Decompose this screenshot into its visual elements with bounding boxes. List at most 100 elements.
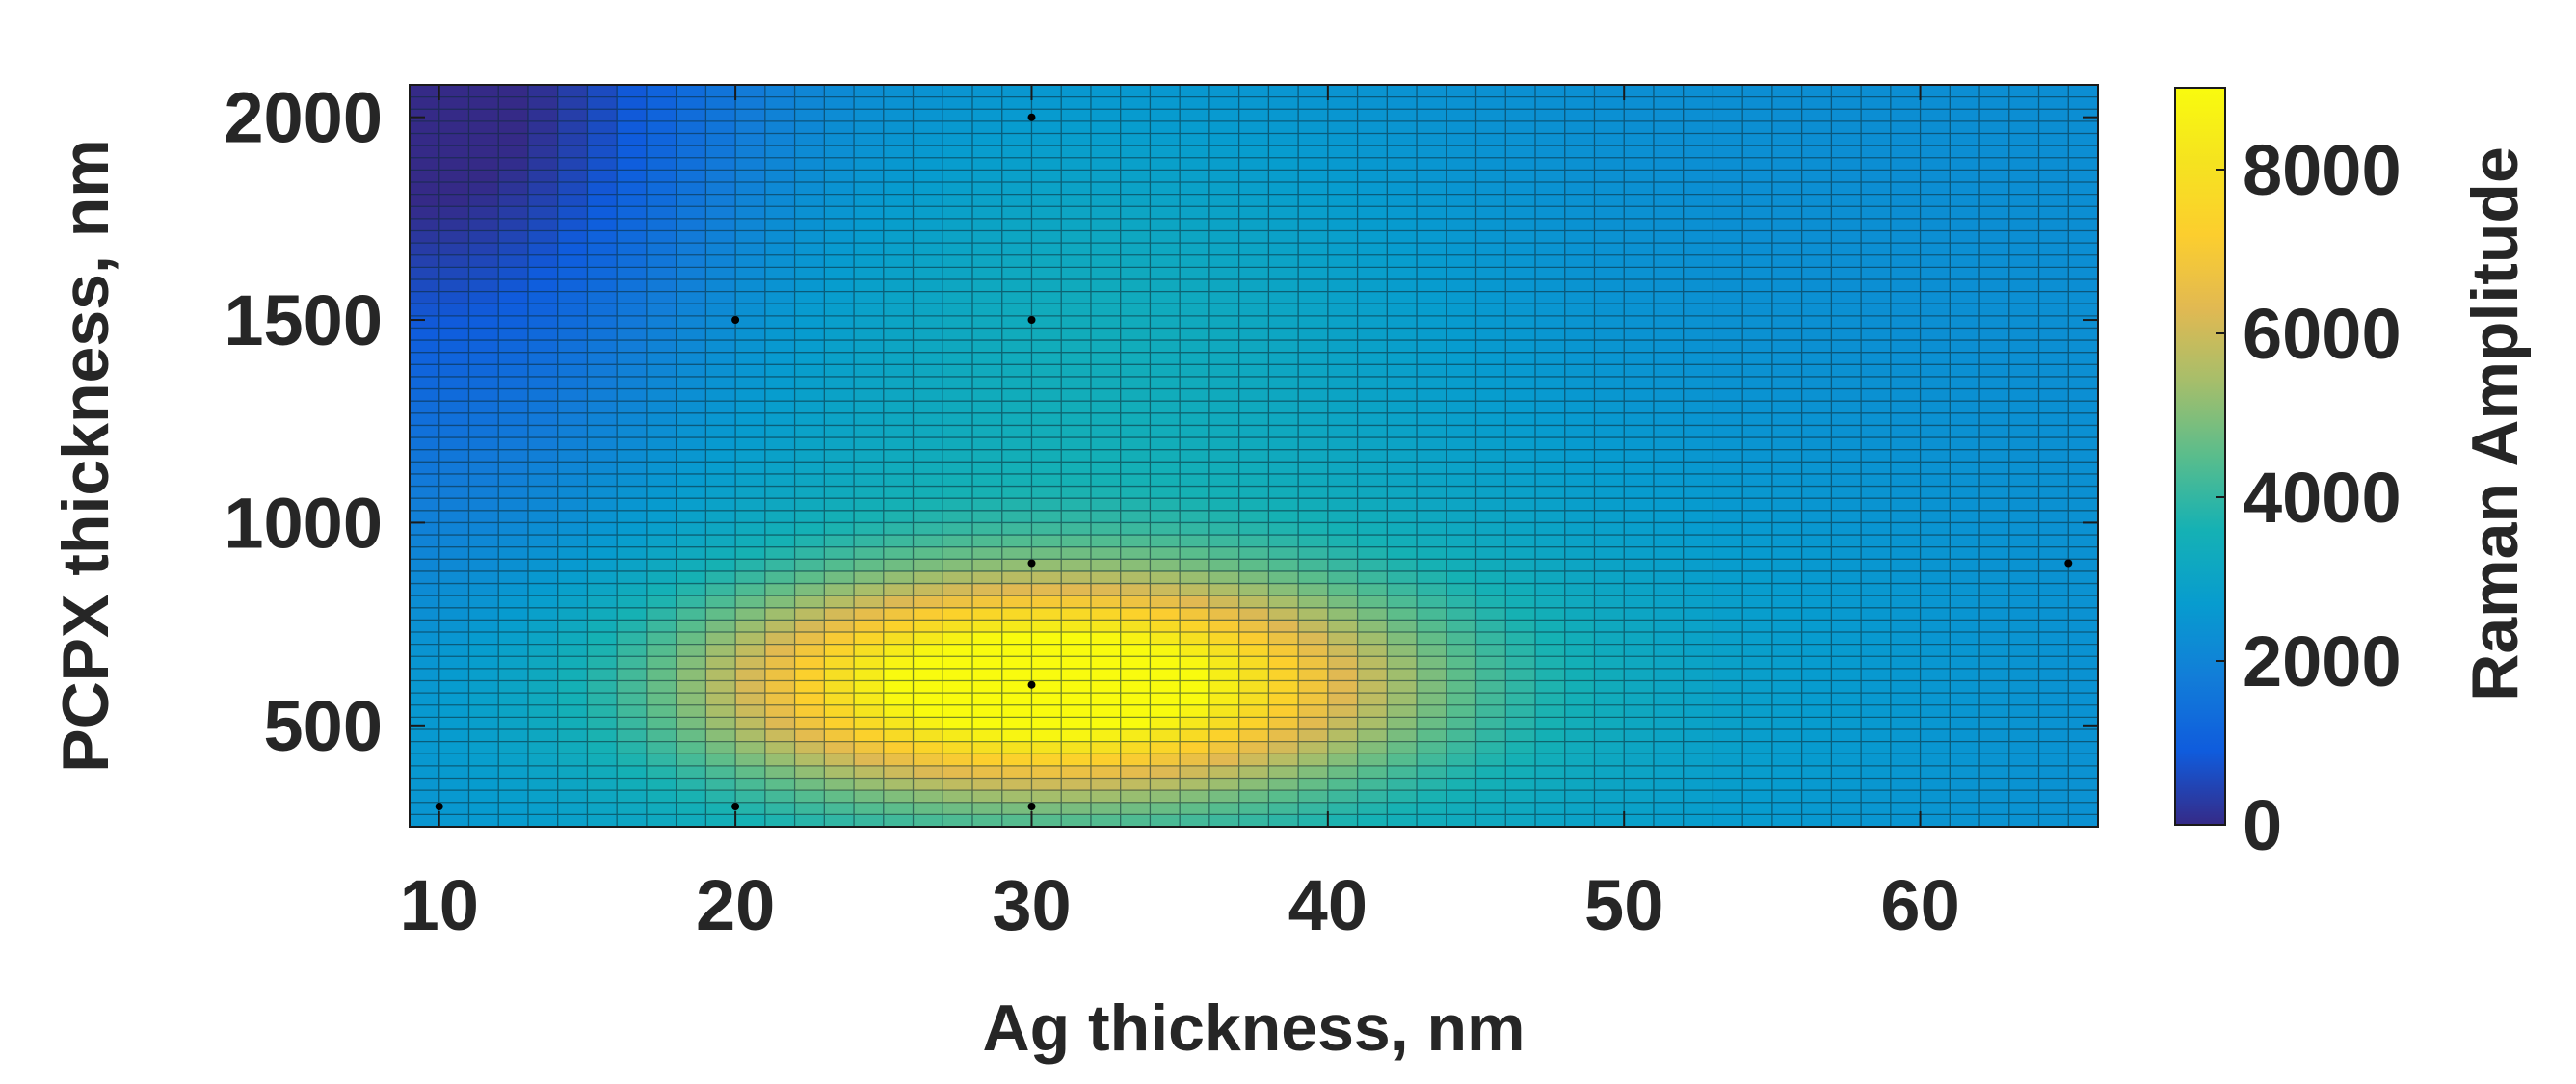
heatmap-cell (1001, 267, 1033, 280)
heatmap-cell (1950, 181, 1980, 196)
heatmap-cell (1061, 437, 1092, 451)
heatmap-cell (1653, 656, 1685, 670)
heatmap-cell (1298, 304, 1329, 317)
heatmap-cell (824, 449, 855, 463)
heatmap-cell (794, 352, 825, 365)
heatmap-cell (1683, 570, 1714, 585)
heatmap-cell (646, 437, 677, 451)
heatmap-cell (438, 510, 470, 524)
heatmap-cell (2068, 388, 2099, 402)
heatmap-cell (2038, 668, 2069, 682)
heatmap-cell (1801, 376, 1832, 390)
heatmap-cell (527, 620, 559, 633)
heatmap-cell (2008, 778, 2040, 791)
heatmap-cell (1831, 340, 1862, 354)
heatmap-cell (1475, 704, 1506, 718)
heatmap-cell (1417, 254, 1447, 268)
heatmap-cell (410, 680, 440, 694)
heatmap-cell (764, 254, 796, 268)
heatmap-cell (1831, 535, 1862, 548)
heatmap-cell (794, 254, 825, 268)
heatmap-cell (410, 412, 440, 427)
heatmap-cell (498, 607, 529, 621)
measured-point-marker (1027, 680, 1036, 689)
heatmap-cell (1327, 473, 1359, 488)
heatmap-cell (1446, 802, 1477, 815)
heatmap-cell (764, 230, 796, 244)
heatmap-cell (943, 814, 973, 828)
heatmap-cell (1890, 230, 1922, 244)
heatmap-cell (1979, 778, 2010, 791)
heatmap-cell (646, 181, 677, 196)
heatmap-cell (1268, 704, 1299, 718)
heatmap-cell (1861, 510, 1892, 524)
heatmap-cell (438, 425, 470, 438)
heatmap-cell (1001, 535, 1033, 548)
heatmap-cell (883, 340, 915, 354)
heatmap-cell (1150, 181, 1181, 196)
heatmap-cell (1950, 704, 1980, 718)
heatmap-cell (824, 364, 855, 378)
heatmap-cell (1890, 802, 1922, 815)
heatmap-cell (1742, 170, 1773, 183)
heatmap-cell (913, 304, 943, 317)
heatmap-cell (1771, 473, 1803, 488)
heatmap-cell (1950, 462, 1980, 475)
heatmap-cell (794, 401, 825, 414)
heatmap-cell (1594, 376, 1625, 390)
heatmap-cell (2068, 304, 2099, 317)
heatmap-cell (1890, 376, 1922, 390)
heatmap-cell (527, 570, 559, 585)
heatmap-cell (1742, 278, 1773, 293)
heatmap-cell (557, 595, 589, 609)
heatmap-cell (1208, 254, 1240, 268)
heatmap-cell (1120, 425, 1152, 438)
heatmap-cell (1594, 559, 1625, 572)
heatmap-cell (764, 473, 796, 488)
heatmap-cell (1417, 473, 1447, 488)
heatmap-cell (1180, 546, 1210, 560)
heatmap-cell (824, 498, 855, 512)
heatmap-cell (527, 717, 559, 730)
heatmap-cell (1475, 462, 1506, 475)
heatmap-cell (1180, 607, 1210, 621)
heatmap-cell (1298, 583, 1329, 596)
heatmap-cell (735, 96, 766, 110)
heatmap-cell (557, 741, 589, 754)
heatmap-cell (1208, 218, 1240, 232)
heatmap-cell (883, 668, 915, 682)
heatmap-cell (1683, 765, 1714, 780)
heatmap-cell (1624, 376, 1655, 390)
heatmap-cell (883, 352, 915, 365)
measured-point-marker (731, 316, 740, 324)
heatmap-cell (557, 412, 589, 427)
heatmap-cell (1387, 85, 1418, 98)
heatmap-cell (1446, 352, 1477, 365)
heatmap-cell (1475, 304, 1506, 317)
heatmap-cell (1208, 145, 1240, 159)
heatmap-cell (735, 729, 766, 743)
heatmap-cell (617, 814, 648, 828)
heatmap-cell (1001, 401, 1033, 414)
heatmap-cell (1979, 486, 2010, 499)
heatmap-cell (794, 790, 825, 804)
heatmap-cell (557, 644, 589, 657)
heatmap-cell (1061, 546, 1092, 560)
heatmap-cell (1594, 181, 1625, 196)
heatmap-cell (1742, 304, 1773, 317)
heatmap-cell (1120, 462, 1152, 475)
heatmap-cell (824, 120, 855, 135)
heatmap-cell (527, 206, 559, 220)
heatmap-cell (1090, 304, 1122, 317)
heatmap-cell (824, 680, 855, 694)
heatmap-cell (705, 693, 736, 706)
heatmap-cell (824, 243, 855, 256)
heatmap-cell (1061, 254, 1092, 268)
heatmap-cell (1238, 522, 1269, 536)
heatmap-cell (498, 218, 529, 232)
heatmap-cell (1475, 85, 1506, 98)
heatmap-cell (1387, 96, 1418, 110)
heatmap-cell (1446, 717, 1477, 730)
heatmap-cell (1890, 170, 1922, 183)
heatmap-cell (764, 559, 796, 572)
